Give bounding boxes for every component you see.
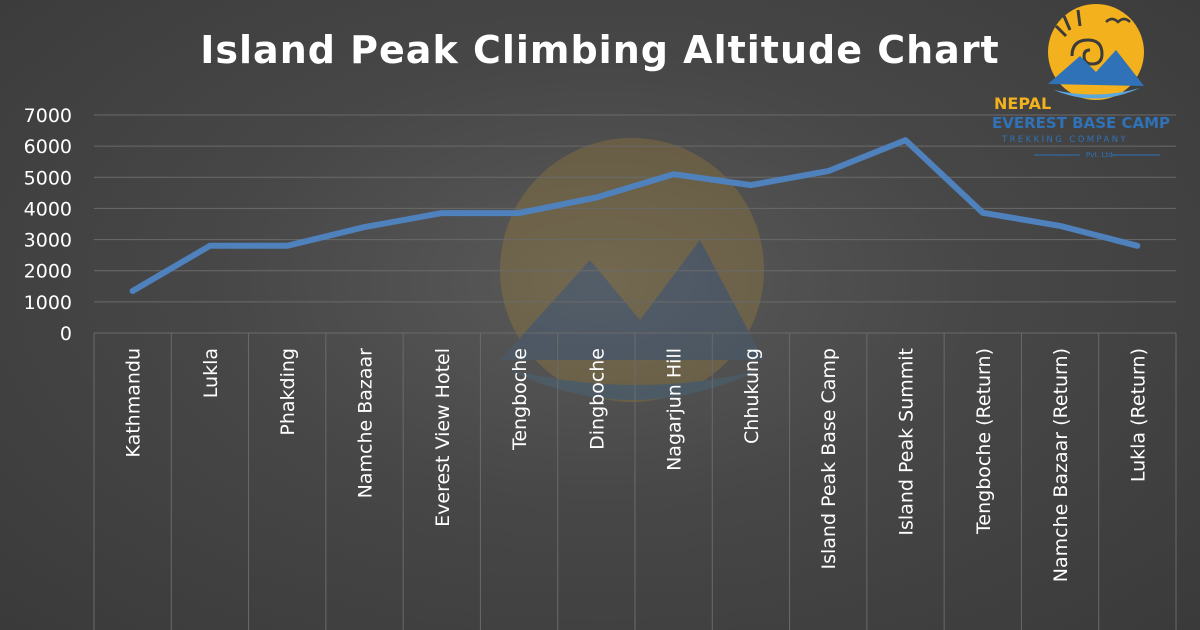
data-point [1134, 243, 1140, 249]
y-tick-label: 0 [60, 323, 72, 345]
data-point [903, 137, 908, 143]
y-tick-label: 1000 [24, 292, 72, 314]
logo-text-ebc: EVEREST BASE CAMP [992, 114, 1170, 132]
x-tick-label: Tengboche [509, 348, 531, 451]
data-point [130, 288, 136, 294]
x-tick-label: Phakding [277, 348, 299, 436]
y-axis: 0 1000 2000 3000 4000 5000 6000 7000 [24, 105, 72, 345]
y-tick-label: 7000 [24, 105, 72, 127]
data-point [825, 168, 831, 174]
x-tick-label: Lukla [200, 348, 222, 398]
x-tick-label: Namche Bazaar (Return) [1050, 348, 1072, 582]
data-point [207, 243, 213, 249]
data-point [748, 182, 754, 188]
data-point [980, 210, 986, 216]
company-logo: NEPAL EVEREST BASE CAMP TREKKING COMPANY… [992, 4, 1170, 159]
data-point [439, 210, 445, 216]
gridlines [93, 114, 1177, 630]
x-tick-label: Everest View Hotel [432, 348, 454, 527]
data-point [284, 243, 290, 249]
data-point [516, 210, 522, 216]
logo-wave-icon [1054, 88, 1140, 99]
x-tick-label: Kathmandu [123, 348, 145, 458]
logo-mountain-icon [1048, 50, 1144, 86]
y-tick-label: 2000 [24, 261, 72, 283]
y-tick-label: 5000 [24, 167, 72, 189]
data-point [671, 171, 677, 177]
data-point [362, 224, 367, 230]
x-tick-label: Island Peak Summit [896, 348, 918, 536]
x-axis: Kathmandu Lukla Phakding Namche Bazaar Evere… [123, 348, 1150, 582]
x-tick-label: Tengboche (Return) [973, 348, 995, 535]
x-tick-label: Lukla (Return) [1127, 348, 1149, 482]
logo-rays-icon [1054, 9, 1082, 38]
logo-spiral-icon [1070, 38, 1104, 66]
x-tick-label: Island Peak Base Camp [818, 348, 840, 570]
x-tick-label: Dingboche [586, 348, 608, 450]
x-tick-label: Nagarjun Hill [664, 348, 686, 471]
y-tick-label: 6000 [24, 136, 72, 158]
x-tick-label: Chhukung [741, 348, 763, 444]
logo-text-nepal: NEPAL [994, 94, 1051, 113]
y-tick-label: 3000 [24, 230, 72, 252]
logo-bird-icon [1105, 17, 1131, 24]
series [129, 137, 1141, 294]
logo-text-pvt: Pvt. Ltd. [1086, 151, 1115, 159]
x-tick-label: Namche Bazaar [355, 348, 377, 499]
logo-text-trekking: TREKKING COMPANY [1001, 135, 1128, 145]
series-line [129, 137, 1141, 294]
data-point [1057, 223, 1063, 229]
chart-title: Island Peak Climbing Altitude Chart [200, 28, 1000, 72]
y-tick-label: 4000 [24, 198, 72, 220]
data-point [593, 195, 599, 201]
